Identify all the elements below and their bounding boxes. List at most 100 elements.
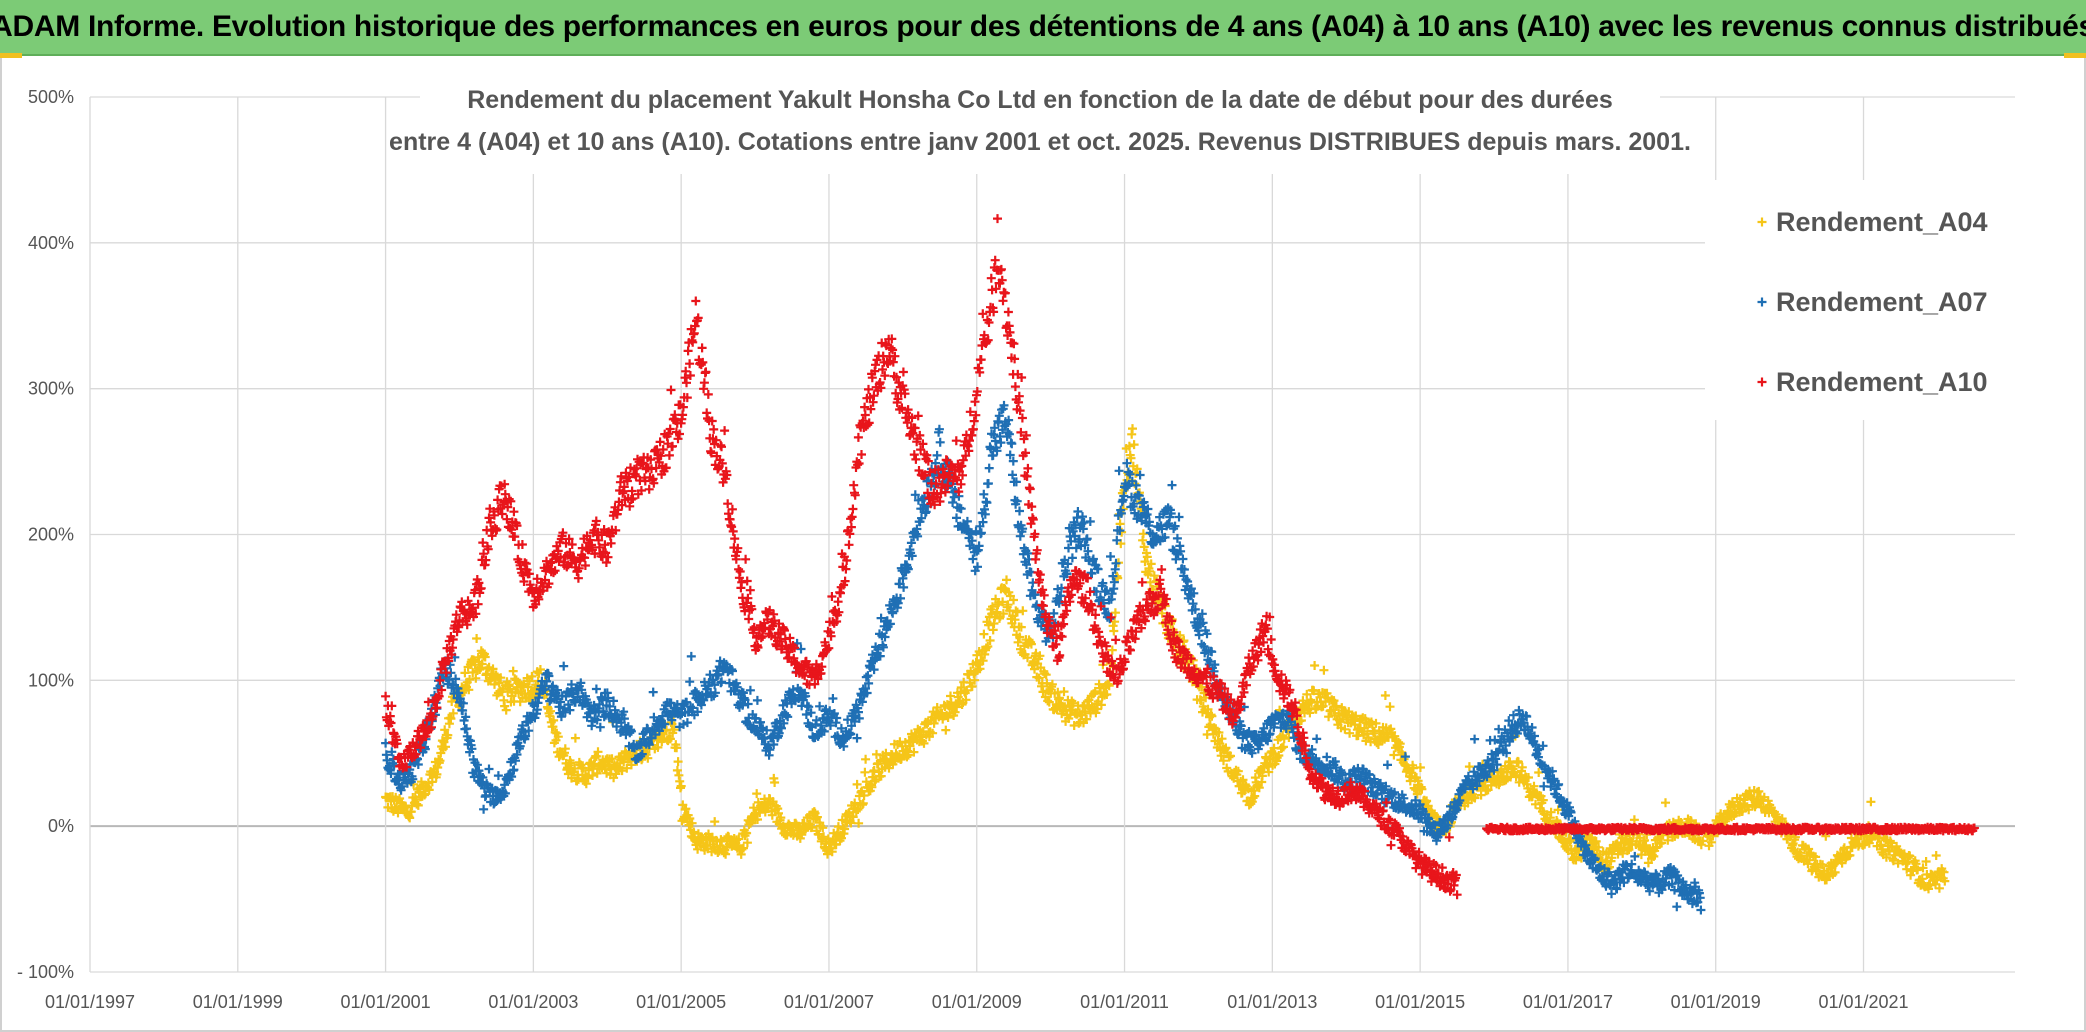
- data-point: [1140, 557, 1150, 567]
- data-point: [1657, 838, 1667, 848]
- data-point: [1309, 686, 1319, 696]
- y-axis-ticks: - 100%0%100%200%300%400%500%: [17, 87, 74, 982]
- data-point: [553, 732, 563, 742]
- data-point: [1866, 797, 1876, 807]
- data-point: [591, 684, 601, 694]
- data-point: [752, 789, 762, 799]
- data-point: [1157, 565, 1167, 574]
- data-point: [948, 498, 958, 507]
- data-point: [672, 743, 682, 753]
- data-point: [699, 378, 709, 388]
- data-point: [665, 734, 675, 744]
- data-point: [823, 849, 832, 859]
- data-point: [833, 822, 843, 832]
- data-point: [730, 534, 740, 544]
- data-point: [984, 620, 994, 630]
- data-point: [653, 742, 663, 752]
- data-point: [1178, 554, 1188, 564]
- data-point: [739, 843, 748, 853]
- data-point: [770, 778, 780, 787]
- data-point: [864, 384, 873, 394]
- data-point: [472, 634, 482, 643]
- data-point: [818, 823, 828, 833]
- data-point: [858, 798, 868, 808]
- data-point: [1057, 632, 1067, 642]
- series-rendement-a04: [381, 424, 1950, 894]
- x-tick-label: 01/01/1997: [45, 992, 135, 1012]
- data-point: [848, 504, 858, 514]
- data-point: [669, 725, 679, 735]
- series-layer: [381, 214, 1979, 915]
- data-point: [622, 763, 632, 773]
- data-point: [1795, 848, 1805, 858]
- data-point: [1931, 851, 1941, 860]
- data-point: [979, 629, 989, 639]
- data-point: [687, 818, 697, 828]
- data-point: [461, 712, 471, 722]
- data-point: [854, 818, 864, 828]
- data-point: [745, 585, 755, 595]
- data-point: [535, 665, 545, 674]
- data-point: [720, 426, 730, 436]
- data-point: [996, 438, 1006, 448]
- data-point: [1221, 743, 1231, 753]
- data-point: [1010, 615, 1020, 625]
- data-point: [846, 818, 856, 828]
- data-point: [412, 799, 422, 809]
- data-point: [1921, 857, 1931, 866]
- data-point: [1085, 517, 1095, 526]
- data-point: [986, 273, 996, 283]
- data-point: [941, 725, 951, 735]
- data-point: [464, 685, 474, 695]
- data-point: [983, 642, 993, 651]
- data-point: [457, 597, 467, 607]
- data-point: [1207, 711, 1217, 721]
- data-point: [1501, 775, 1511, 785]
- data-point: [1390, 731, 1400, 741]
- data-point: [460, 668, 470, 678]
- data-point: [984, 463, 994, 473]
- y-tick-label: 300%: [28, 379, 74, 399]
- data-point: [1524, 773, 1533, 782]
- data-point: [852, 779, 862, 789]
- data-point: [867, 782, 877, 792]
- data-point: [1157, 608, 1167, 618]
- data-point: [1331, 701, 1341, 711]
- data-point: [952, 702, 962, 712]
- data-point: [1296, 716, 1306, 725]
- data-point: [1517, 762, 1527, 772]
- x-tick-label: 01/01/2015: [1375, 992, 1465, 1012]
- data-point: [479, 804, 489, 814]
- data-point: [1146, 559, 1156, 569]
- data-point: [1044, 697, 1054, 707]
- banner-corner-left: [0, 53, 22, 58]
- data-point: [1359, 723, 1369, 733]
- data-point: [837, 833, 846, 843]
- data-point: [424, 785, 434, 795]
- data-point: [1233, 766, 1243, 776]
- data-point: [1818, 860, 1828, 870]
- data-point: [560, 744, 570, 754]
- data-point: [1023, 653, 1032, 663]
- data-point: [1126, 645, 1135, 655]
- data-point: [593, 747, 603, 757]
- data-point: [988, 602, 997, 612]
- data-point: [494, 678, 504, 688]
- data-point: [454, 688, 464, 698]
- data-point: [1137, 577, 1147, 587]
- x-axis-ticks: 01/01/1997 01/01/1999 01/01/2001 01/01/2003…: [45, 992, 1909, 1012]
- data-point: [1026, 639, 1036, 649]
- data-point: [465, 675, 475, 684]
- data-point: [721, 849, 731, 859]
- data-point: [1310, 661, 1320, 670]
- data-point: [857, 450, 866, 459]
- data-point: [1034, 673, 1044, 683]
- data-point: [863, 671, 873, 681]
- data-point: [1939, 867, 1949, 877]
- data-point: [861, 754, 871, 764]
- data-point: [1754, 786, 1764, 796]
- x-tick-label: 01/01/2001: [341, 992, 431, 1012]
- data-point: [1412, 789, 1422, 799]
- data-point: [573, 573, 583, 583]
- x-tick-label: 01/01/2017: [1523, 992, 1613, 1012]
